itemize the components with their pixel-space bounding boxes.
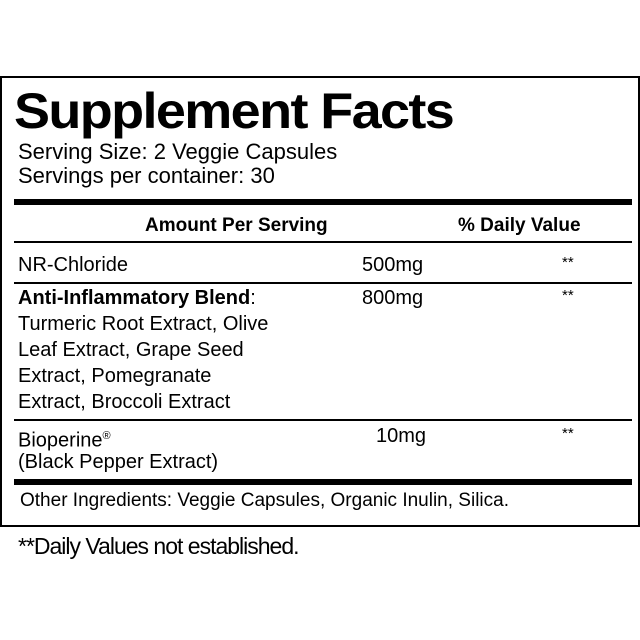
other-ingredients: Other Ingredients: Veggie Capsules, Orga… xyxy=(20,490,509,511)
blend-detail: Extract, Pomegranate xyxy=(18,365,212,387)
ingredient-dv: ** xyxy=(562,425,574,442)
daily-value-header: % Daily Value xyxy=(458,215,581,236)
serving-size: Serving Size: 2 Veggie Capsules xyxy=(18,139,338,164)
ingredient-amount: 500mg xyxy=(362,254,424,276)
supplement-facts-panel xyxy=(0,76,640,527)
ingredient-dv: ** xyxy=(562,254,574,271)
blend-detail: Extract, Broccoli Extract xyxy=(18,391,231,413)
ingredient-dv: ** xyxy=(562,287,574,304)
panel-title: Supplement Facts xyxy=(14,83,455,139)
blend-detail: Turmeric Root Extract, Olive xyxy=(18,313,269,335)
blend-name: Anti-Inflammatory Blend: xyxy=(18,287,256,309)
ingredient-name: NR-Chloride xyxy=(18,254,129,276)
divider-thick xyxy=(14,199,632,205)
ingredient-amount: 800mg xyxy=(362,287,424,309)
blend-detail: Leaf Extract, Grape Seed xyxy=(18,339,244,361)
ingredient-amount: 10mg xyxy=(376,425,427,447)
divider xyxy=(14,419,632,421)
divider xyxy=(14,282,632,284)
divider xyxy=(14,241,632,243)
amount-header: Amount Per Serving xyxy=(145,215,328,236)
divider-thick xyxy=(14,479,632,485)
ingredient-name: Bioperine® xyxy=(18,429,111,452)
ingredient-detail: (Black Pepper Extract) xyxy=(18,451,219,473)
servings-per-container: Servings per container: 30 xyxy=(18,163,275,188)
footnote: **Daily Values not established. xyxy=(18,533,300,559)
